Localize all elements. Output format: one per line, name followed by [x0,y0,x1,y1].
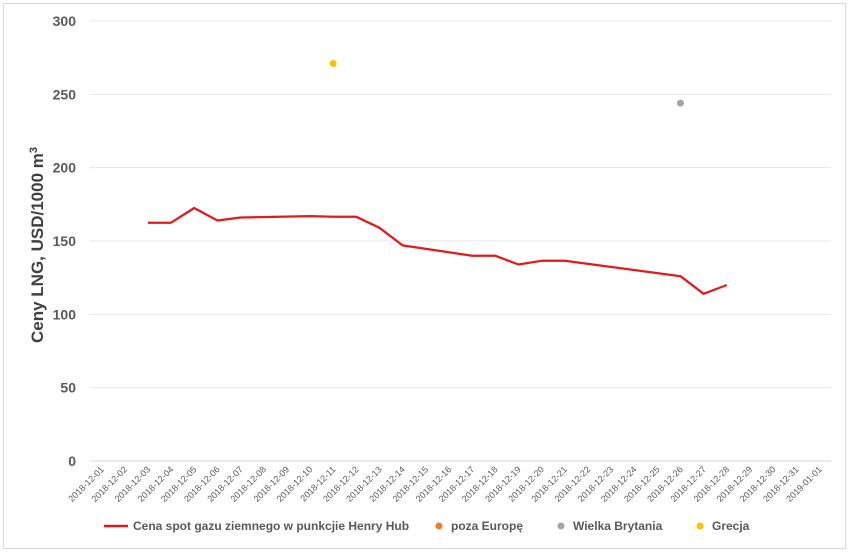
y-tick-label: 300 [53,13,77,29]
legend-label: Cena spot gazu ziemnego w punkcjie Henry… [133,519,409,533]
y-tick-label: 250 [53,86,77,102]
y-axis-label: Ceny LNG, USD/1000 m3 [28,147,47,343]
series-group [147,60,728,295]
legend: Cena spot gazu ziemnego w punkcjie Henry… [104,519,750,533]
legend-label: poza Europę [451,519,523,533]
y-tick-label: 100 [53,306,77,322]
legend-label: Wielka Brytania [573,519,663,533]
y-axis-ticks: 0 50 100 150 200 250 300 [53,13,77,469]
legend-dot-swatch [557,522,565,530]
legend-label: Grecja [712,519,750,533]
y-tick-label: 150 [53,233,77,249]
y-tick-label: 50 [60,380,76,396]
scatter-point [329,60,337,68]
scatter-point [676,99,684,107]
y-tick-label: 200 [53,160,77,176]
legend-dot-swatch [696,522,704,530]
series-line [147,206,728,295]
gridlines [90,20,831,389]
legend-dot-swatch [435,522,443,530]
x-axis-ticks: 2018-12-012018-12-022018-12-032018-12-04… [66,464,823,504]
y-tick-label: 0 [68,453,76,469]
